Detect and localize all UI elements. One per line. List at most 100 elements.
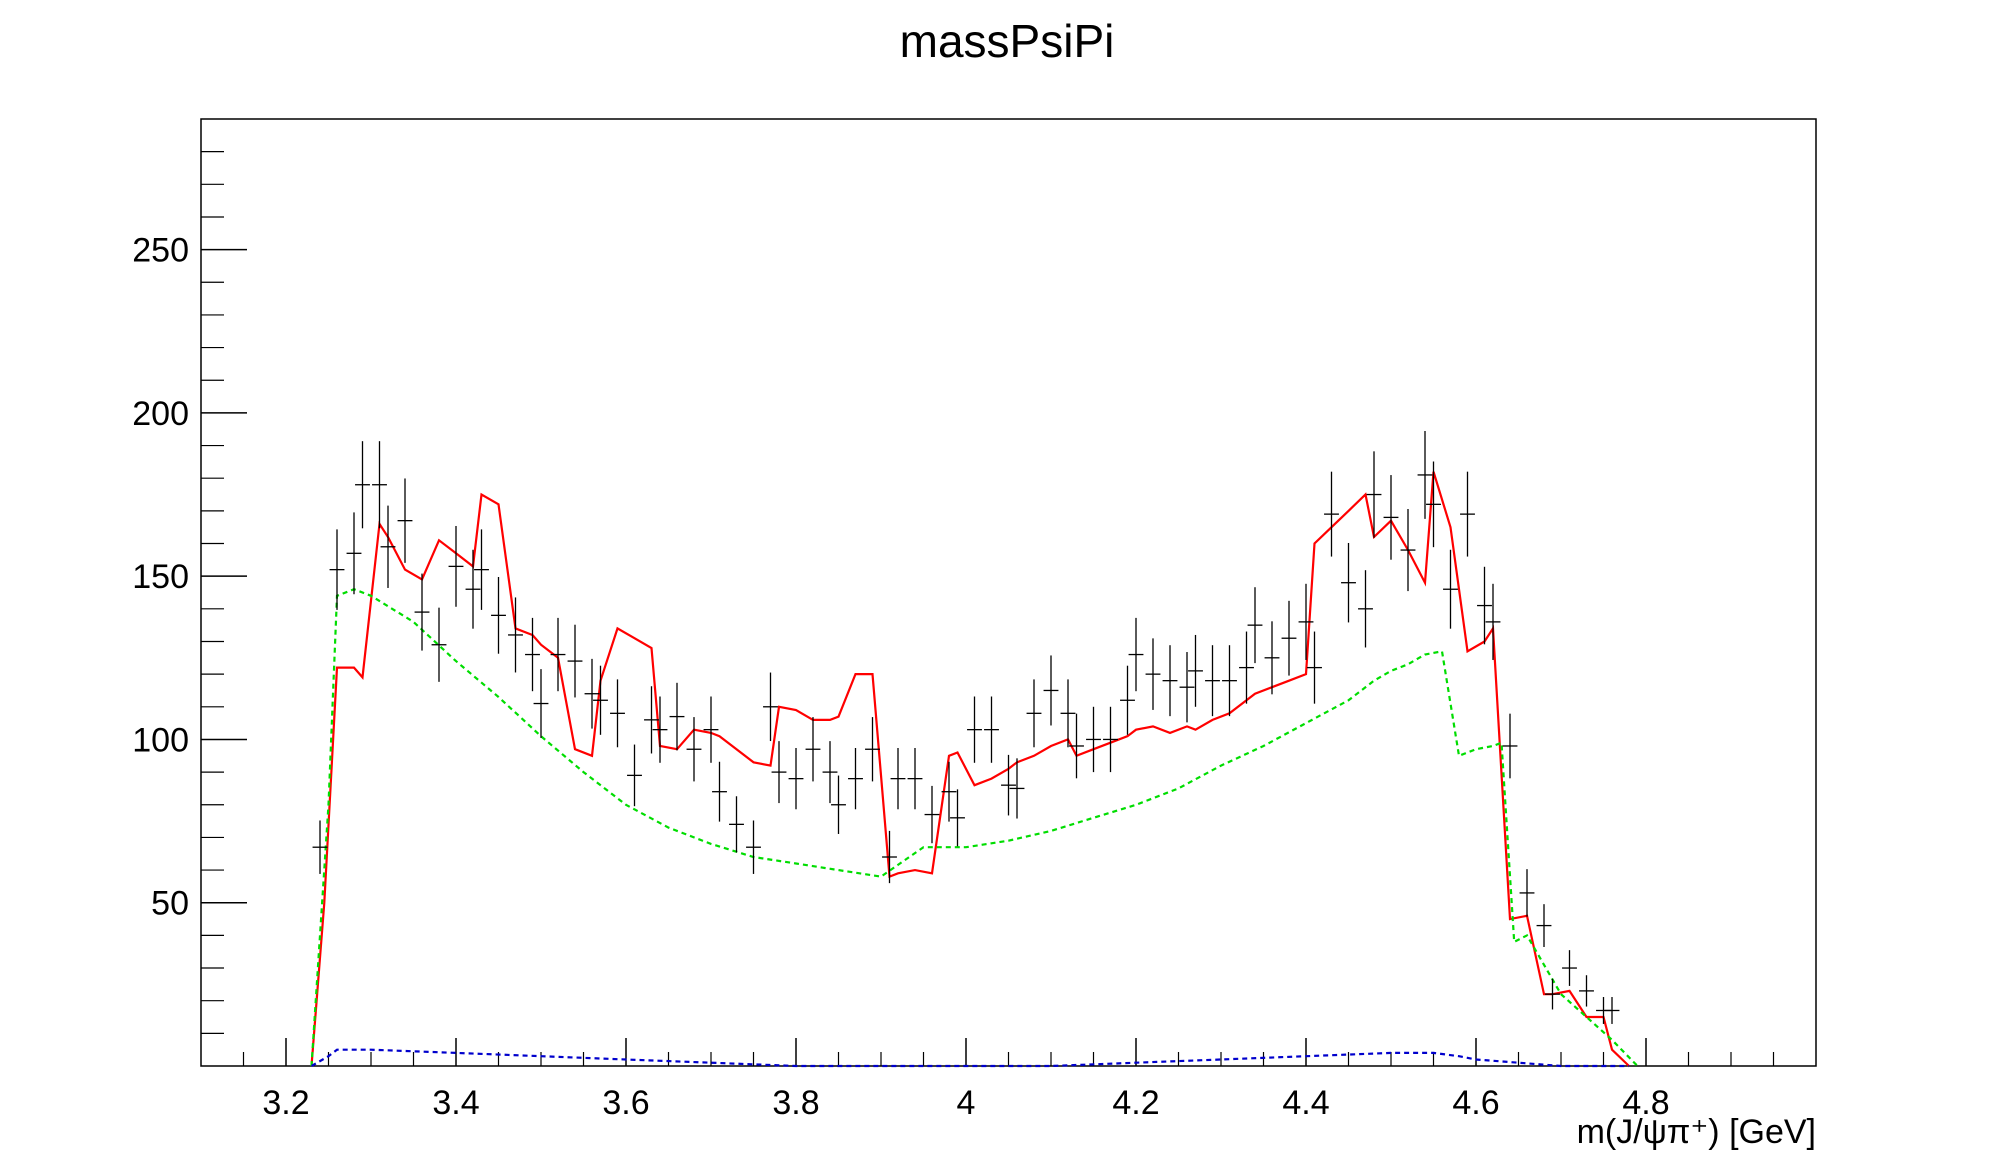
data-point <box>448 525 464 607</box>
data-point <box>1188 634 1203 707</box>
data-point <box>312 820 328 874</box>
data-point <box>703 696 719 763</box>
data-point <box>550 617 566 692</box>
data-point <box>1562 950 1577 986</box>
data-point <box>329 529 345 610</box>
data-point <box>533 669 549 738</box>
data-point <box>967 696 982 763</box>
data-point <box>805 717 821 782</box>
data-point <box>584 658 600 729</box>
data-point <box>1358 570 1373 648</box>
chart-title: massPsiPi <box>899 15 1115 67</box>
data-point <box>1485 583 1501 660</box>
data-point <box>1103 706 1118 773</box>
data-point <box>1604 997 1620 1024</box>
data-point <box>414 573 430 651</box>
data-point <box>1128 617 1144 692</box>
data-point <box>593 665 608 735</box>
data-point <box>355 441 370 529</box>
data-point <box>346 512 362 595</box>
data-point <box>669 682 685 751</box>
data-point <box>729 796 744 853</box>
y-tick-label: 200 <box>132 395 189 433</box>
data-point <box>1519 869 1535 917</box>
data-point <box>431 607 447 682</box>
data-point <box>712 761 727 822</box>
x-tick-label: 3.4 <box>432 1084 479 1122</box>
x-tick-label: 4 <box>957 1084 976 1122</box>
data-point <box>831 775 846 834</box>
data-point <box>1366 451 1382 538</box>
data-point <box>950 789 965 847</box>
data-point <box>1545 978 1560 1010</box>
data-point <box>397 478 413 563</box>
data-point <box>1179 652 1195 723</box>
data-point <box>1443 549 1458 629</box>
data-point <box>1145 638 1161 710</box>
y-tick-label: 150 <box>132 558 189 596</box>
data-point <box>771 741 787 804</box>
data-point <box>822 741 838 804</box>
data-point <box>1162 645 1178 717</box>
data-point <box>1239 631 1254 704</box>
data-point <box>1205 645 1220 717</box>
data-point <box>788 748 804 810</box>
data-point <box>1222 645 1237 717</box>
data-point <box>984 696 999 763</box>
data-point <box>907 748 923 810</box>
data-point <box>474 529 489 610</box>
data-point <box>644 686 659 754</box>
data-point <box>1001 754 1016 816</box>
data-point <box>1460 471 1475 557</box>
data-point <box>1426 461 1441 548</box>
component-green-line <box>310 588 1639 1067</box>
data-point <box>848 748 863 810</box>
data-point <box>1502 713 1518 779</box>
data-point <box>525 617 540 692</box>
data-point <box>1307 631 1322 704</box>
data-point <box>567 624 583 698</box>
data-point <box>465 549 481 629</box>
data-point <box>1069 713 1084 779</box>
data-point <box>1281 600 1297 676</box>
data-point <box>882 830 897 884</box>
data-point <box>865 717 880 782</box>
data-point <box>627 744 642 807</box>
data-point <box>1060 679 1076 748</box>
data-point <box>652 696 668 763</box>
y-tick-label: 250 <box>132 232 189 270</box>
data-point <box>1324 471 1339 557</box>
data-point <box>1417 431 1433 519</box>
data-point <box>1400 509 1416 592</box>
plot-frame <box>200 118 1817 1067</box>
data-point <box>372 441 387 529</box>
data-point <box>1086 706 1101 773</box>
fit-total-line <box>310 471 1630 1067</box>
y-tick-label: 100 <box>132 721 189 759</box>
data-point <box>1009 758 1025 819</box>
x-tick-label: 4.2 <box>1112 1084 1159 1122</box>
data-point <box>1120 665 1135 735</box>
data-point <box>1579 975 1594 1007</box>
x-axis-title: m(J/ψπ⁺) [GeV] <box>1577 1113 1816 1151</box>
x-tick-label: 4.8 <box>1622 1084 1669 1122</box>
x-tick-label: 3.6 <box>602 1084 649 1122</box>
data-point <box>941 761 957 822</box>
data-point <box>508 597 523 673</box>
data-point <box>924 785 940 844</box>
data-point <box>1043 655 1059 726</box>
data-point <box>1026 679 1042 748</box>
data-point <box>1536 904 1552 947</box>
y-tick-label: 50 <box>151 885 189 923</box>
data-point <box>1264 621 1280 695</box>
data-point <box>1341 542 1356 623</box>
data-point <box>746 820 761 874</box>
data-point <box>890 748 906 810</box>
x-tick-label: 3.8 <box>772 1084 819 1122</box>
data-point <box>380 505 396 588</box>
data-point <box>1247 587 1263 664</box>
data-point <box>1298 583 1314 660</box>
data-point <box>610 679 625 748</box>
x-tick-label: 4.4 <box>1282 1084 1329 1122</box>
